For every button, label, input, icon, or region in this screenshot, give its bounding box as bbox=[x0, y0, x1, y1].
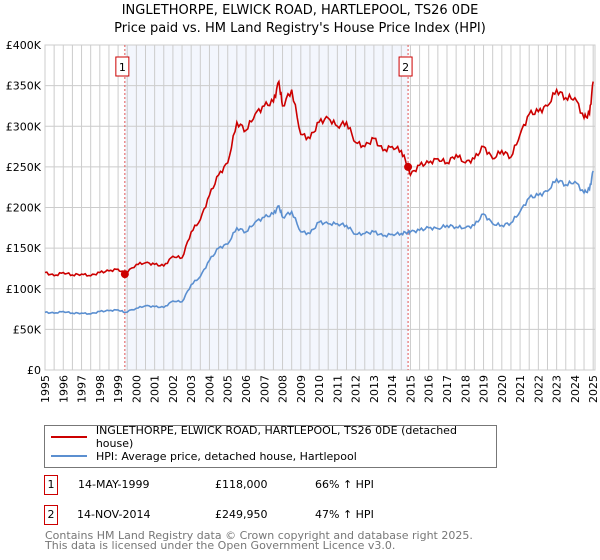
x-tick-label: 2021 bbox=[514, 375, 527, 403]
y-tick-label: £0 bbox=[27, 364, 41, 377]
sale-point bbox=[404, 162, 413, 171]
legend-label: HPI: Average price, detached house, Hart… bbox=[96, 449, 357, 463]
x-tick-label: 2017 bbox=[441, 375, 454, 403]
sale-label: 2 bbox=[402, 61, 409, 74]
transaction-hpi: 66% ↑ HPI bbox=[315, 478, 374, 491]
x-tick-label: 2014 bbox=[386, 375, 399, 403]
legend-swatch-blue bbox=[51, 455, 87, 457]
chart-subtitle: Price paid vs. HM Land Registry's House … bbox=[114, 21, 486, 36]
footer: Contains HM Land Registry data © Crown c… bbox=[45, 529, 473, 552]
x-tick-label: 2020 bbox=[496, 375, 509, 403]
x-tick-label: 2018 bbox=[459, 375, 472, 403]
x-tick-label: 2010 bbox=[313, 375, 326, 403]
x-tick-label: 2019 bbox=[478, 375, 491, 403]
x-tick-label: 2025 bbox=[587, 375, 600, 403]
y-tick-label: £150K bbox=[6, 242, 42, 255]
chart-title: INGLETHORPE, ELWICK ROAD, HARTLEPOOL, TS… bbox=[121, 3, 479, 18]
legend-item-property: INGLETHORPE, ELWICK ROAD, HARTLEPOOL, TS… bbox=[51, 424, 496, 450]
sale-label-box bbox=[398, 56, 413, 77]
x-tick-label: 2005 bbox=[222, 375, 235, 403]
x-tick-label: 2012 bbox=[350, 375, 363, 403]
x-tick-label: 2011 bbox=[331, 375, 344, 403]
x-tick-label: 2001 bbox=[149, 375, 162, 403]
y-tick-label: £200K bbox=[6, 202, 42, 215]
x-tick-label: 2016 bbox=[423, 375, 436, 403]
x-tick-label: 2000 bbox=[130, 375, 143, 403]
footer-line-2: This data is licensed under the Open Gov… bbox=[45, 539, 396, 552]
legend-label: INGLETHORPE, ELWICK ROAD, HARTLEPOOL, TS… bbox=[95, 424, 457, 450]
x-tick-label: 2007 bbox=[258, 375, 271, 403]
transaction-price: £118,000 bbox=[215, 478, 268, 491]
x-tick-label: 1997 bbox=[76, 375, 89, 403]
y-tick-label: £350K bbox=[6, 80, 42, 93]
transaction-hpi: 47% ↑ HPI bbox=[315, 508, 374, 521]
x-tick-label: 2023 bbox=[551, 375, 564, 403]
sale-label-box bbox=[115, 56, 130, 77]
footer-line-1: Contains HM Land Registry data © Crown c… bbox=[45, 529, 473, 542]
sale-label: 1 bbox=[119, 61, 126, 74]
x-tick-label: 2022 bbox=[532, 375, 545, 403]
transaction-row: 2 14-NOV-2014 £249,950 47% ↑ HPI bbox=[44, 505, 544, 525]
transaction-row: 1 14-MAY-1999 £118,000 66% ↑ HPI bbox=[44, 475, 544, 495]
x-tick-label: 2006 bbox=[240, 375, 253, 403]
x-tick-label: 2008 bbox=[277, 375, 290, 403]
x-tick-label: 1998 bbox=[94, 375, 107, 403]
price-chart: 1995 1996 1997 1998 1999 2000 2001 2002 2003 2004… bbox=[6, 39, 600, 403]
transaction-date: 14-MAY-1999 bbox=[78, 478, 150, 491]
legend-item-hpi: HPI: Average price, detached house, Hart… bbox=[51, 448, 357, 464]
x-tick-label: 2013 bbox=[368, 375, 381, 403]
sale-point bbox=[120, 270, 129, 279]
y-tick-label: £50K bbox=[13, 323, 42, 336]
x-tick-label: 2003 bbox=[185, 375, 198, 403]
transaction-price: £249,950 bbox=[215, 508, 268, 521]
x-tick-label: 2002 bbox=[167, 375, 180, 403]
x-tick-label: 1999 bbox=[112, 375, 125, 403]
legend: INGLETHORPE, ELWICK ROAD, HARTLEPOOL, TS… bbox=[44, 424, 497, 468]
x-tick-label: 2004 bbox=[203, 375, 216, 403]
y-tick-label: £400K bbox=[6, 39, 42, 52]
x-tick-label: 2024 bbox=[569, 375, 582, 403]
legend-swatch-red bbox=[51, 436, 87, 438]
transaction-date: 14-NOV-2014 bbox=[77, 508, 151, 521]
y-tick-label: £300K bbox=[6, 120, 42, 133]
transaction-marker: 2 bbox=[44, 505, 58, 525]
x-tick-label: 1996 bbox=[57, 375, 70, 403]
x-tick-label: 2009 bbox=[295, 375, 308, 403]
x-tick-label: 1995 bbox=[39, 375, 52, 403]
series-line-hpi bbox=[44, 170, 594, 316]
series-line-property bbox=[44, 79, 594, 277]
x-tick-label: 2015 bbox=[404, 375, 417, 403]
y-tick-label: £250K bbox=[6, 161, 42, 174]
plot-border bbox=[44, 44, 596, 371]
y-tick-label: £100K bbox=[6, 283, 42, 296]
transaction-marker: 1 bbox=[44, 475, 58, 495]
